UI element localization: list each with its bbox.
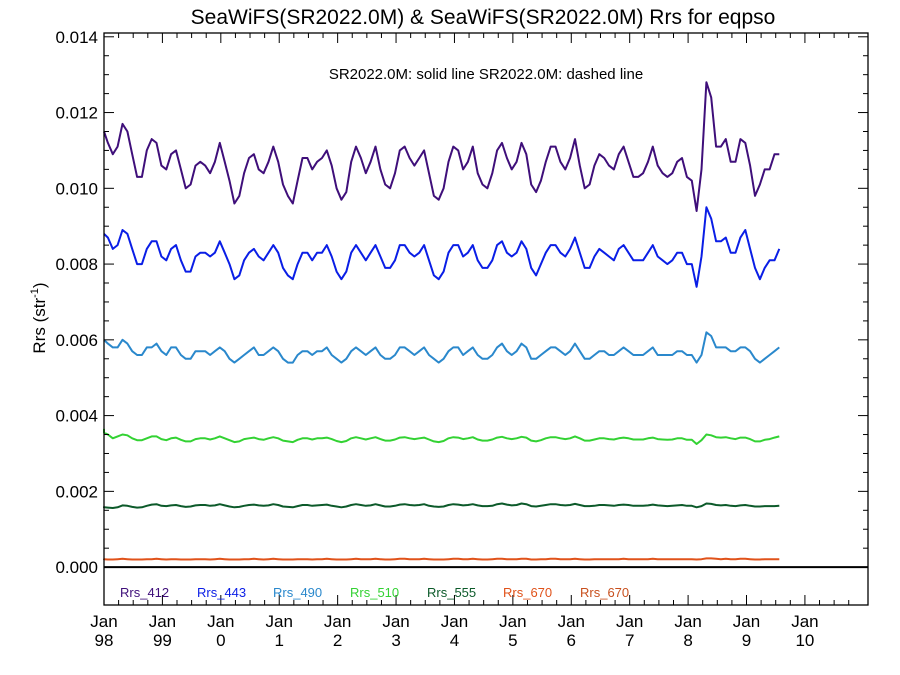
legend-item: Rrs_670	[503, 585, 552, 600]
y-tick-label: 0.004	[55, 407, 98, 426]
y-axis-ticks: 0.000 0.002 0.004 0.006 0.008 0.010 0.012 0.014	[55, 28, 868, 577]
x-tick-label-month: Jan	[499, 612, 526, 631]
x-tick-label-month: Jan	[616, 612, 643, 631]
x-tick-label-year: 98	[95, 631, 114, 650]
x-tick-label-month: Jan	[149, 612, 176, 631]
series-layer	[103, 81, 781, 561]
x-tick-label-month: Jan	[674, 612, 701, 631]
y-tick-label: 0.006	[55, 331, 98, 350]
line-style-annotation: SR2022.0M: solid line SR2022.0M: dashed …	[329, 66, 643, 83]
x-tick-label-year: 4	[450, 631, 459, 650]
legend: Rrs_412 Rrs_443 Rrs_490 Rrs_510 Rrs_555 Rrs_6…	[120, 585, 629, 600]
x-tick-label-year: 7	[625, 631, 634, 650]
x-tick-label-year: 9	[742, 631, 751, 650]
x-tick-label-year: 5	[508, 631, 517, 650]
x-tick-label-year: 10	[795, 631, 814, 650]
x-tick-label-year: 8	[683, 631, 692, 650]
series-line-rrs-555	[103, 502, 780, 509]
legend-item: Rrs_670	[580, 585, 629, 600]
series-line-rrs-490	[103, 331, 780, 364]
x-tick-label-year: 0	[216, 631, 225, 650]
y-tick-label: 0.014	[55, 28, 98, 47]
x-tick-label-year: 6	[567, 631, 576, 650]
y-tick-label: 0.010	[55, 179, 98, 198]
x-tick-label-year: 1	[274, 631, 283, 650]
chart-title: SeaWiFS(SR2022.0M) & SeaWiFS(SR2022.0M) …	[191, 6, 776, 29]
legend-item: Rrs_412	[120, 585, 169, 600]
x-axis-ticks: Jan98Jan99Jan0Jan1Jan2Jan3Jan4Jan5Jan6Ja…	[90, 33, 850, 650]
legend-item: Rrs_443	[197, 585, 246, 600]
y-tick-label: 0.012	[55, 104, 98, 123]
y-axis-label-main: Rrs (str	[30, 298, 49, 354]
y-tick-label: 0.002	[55, 482, 98, 501]
x-tick-label-month: Jan	[441, 612, 468, 631]
plot-frame	[103, 32, 869, 606]
legend-item: Rrs_510	[350, 585, 399, 600]
series-line-rrs-510	[103, 428, 780, 445]
x-tick-label-month: Jan	[324, 612, 351, 631]
x-tick-label-month: Jan	[90, 612, 117, 631]
y-axis-label-superscript: -1	[29, 288, 41, 298]
x-tick-label-month: Jan	[733, 612, 760, 631]
x-tick-label-month: Jan	[382, 612, 409, 631]
series-line-rrs-670	[103, 557, 780, 561]
y-tick-label: 0.000	[55, 558, 98, 577]
x-tick-label-month: Jan	[558, 612, 585, 631]
x-tick-label-year: 3	[391, 631, 400, 650]
y-tick-label: 0.008	[55, 255, 98, 274]
x-tick-label-month: Jan	[791, 612, 818, 631]
series-line-rrs-443	[103, 206, 781, 288]
x-tick-label-month: Jan	[266, 612, 293, 631]
y-axis-label: Rrs (str-1)	[29, 282, 49, 353]
y-axis-label-close: )	[30, 282, 49, 288]
x-tick-label-year: 2	[333, 631, 342, 650]
legend-item: Rrs_555	[427, 585, 476, 600]
legend-item: Rrs_490	[273, 585, 322, 600]
x-tick-label-year: 99	[153, 631, 172, 650]
x-tick-label-month: Jan	[207, 612, 234, 631]
series-line-rrs-412	[103, 81, 780, 212]
